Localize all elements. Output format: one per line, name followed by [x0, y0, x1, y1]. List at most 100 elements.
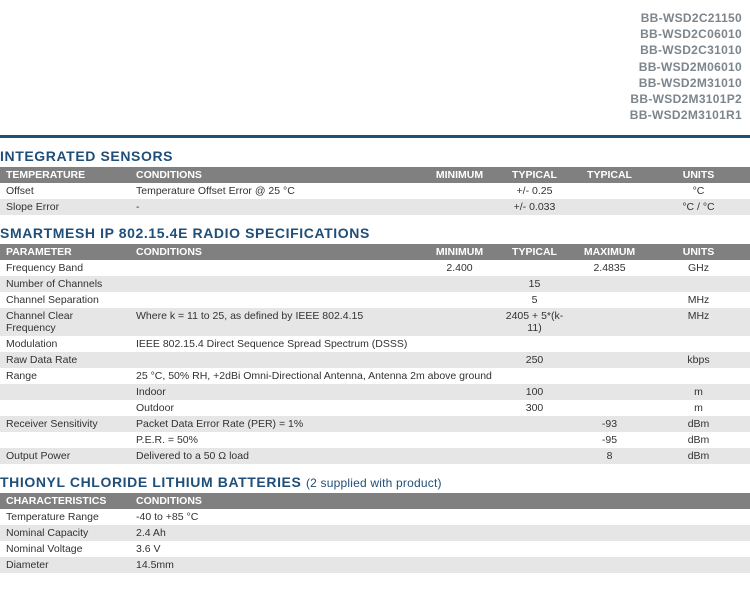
- cell-max: -93: [572, 416, 647, 432]
- cell-max: [572, 400, 647, 416]
- table-row: Number of Channels 15: [0, 276, 750, 292]
- part-number-list: BB-WSD2C21150 BB-WSD2C06010 BB-WSD2C3101…: [0, 0, 750, 135]
- cell-conditions: -40 to +85 °C: [130, 509, 750, 525]
- col-header-parameter: PARAMETER: [0, 244, 130, 260]
- table-row: Channel Separation 5 MHz: [0, 292, 750, 308]
- cell-typ: [497, 260, 572, 276]
- table-row: Slope Error - +/- 0.033 °C / °C: [0, 199, 750, 215]
- part-number: BB-WSD2C06010: [0, 26, 742, 42]
- table-row: Diameter 14.5mm: [0, 557, 750, 573]
- cell-conditions: Delivered to a 50 Ω load: [130, 448, 422, 464]
- table-row: Offset Temperature Offset Error @ 25 °C …: [0, 183, 750, 199]
- cell-max: [572, 308, 647, 336]
- cell-parameter: Modulation: [0, 336, 130, 352]
- cell-parameter: Temperature Range: [0, 509, 130, 525]
- cell-min: [422, 276, 497, 292]
- col-header-typical: TYPICAL: [497, 167, 572, 183]
- cell-max: -95: [572, 432, 647, 448]
- cell-typ: 15: [497, 276, 572, 292]
- cell-parameter: Number of Channels: [0, 276, 130, 292]
- cell-conditions: [130, 260, 422, 276]
- cell-conditions: [130, 276, 422, 292]
- table-row: Frequency Band 2.400 2.4835 GHz: [0, 260, 750, 276]
- cell-parameter: Channel Clear Frequency: [0, 308, 130, 336]
- cell-units: °C / °C: [647, 199, 750, 215]
- cell-max: [572, 336, 647, 352]
- cell-min: [422, 336, 497, 352]
- table-row: Range 25 °C, 50% RH, +2dBi Omni-Directio…: [0, 368, 750, 384]
- part-number: BB-WSD2M31010: [0, 75, 742, 91]
- cell-typ: [497, 416, 572, 432]
- section-title-text: THIONYL CHLORIDE LITHIUM BATTERIES: [0, 474, 301, 490]
- table-row: Modulation IEEE 802.15.4 Direct Sequence…: [0, 336, 750, 352]
- integrated-sensors-table: TEMPERATURE CONDITIONS MINIMUM TYPICAL T…: [0, 167, 750, 215]
- cell-typ: +/- 0.033: [497, 199, 572, 215]
- cell-parameter: Nominal Capacity: [0, 525, 130, 541]
- cell-parameter: [0, 384, 130, 400]
- col-header-parameter: TEMPERATURE: [0, 167, 130, 183]
- col-header-conditions: CONDITIONS: [130, 167, 422, 183]
- cell-conditions: [130, 292, 422, 308]
- cell-max: [572, 183, 647, 199]
- cell-conditions: 25 °C, 50% RH, +2dBi Omni-Directional An…: [130, 368, 750, 384]
- section-title-radio: SMARTMESH IP 802.15.4E RADIO SPECIFICATI…: [0, 215, 750, 244]
- col-header-minimum: MINIMUM: [422, 244, 497, 260]
- cell-units: dBm: [647, 432, 750, 448]
- cell-parameter: Frequency Band: [0, 260, 130, 276]
- table-row: Temperature Range -40 to +85 °C: [0, 509, 750, 525]
- cell-typ: [497, 432, 572, 448]
- col-header-typical2: TYPICAL: [572, 167, 647, 183]
- table-row: Receiver Sensitivity Packet Data Error R…: [0, 416, 750, 432]
- cell-parameter: Output Power: [0, 448, 130, 464]
- cell-typ: [497, 336, 572, 352]
- cell-min: [422, 400, 497, 416]
- cell-parameter: [0, 432, 130, 448]
- cell-conditions: Indoor: [130, 384, 422, 400]
- cell-conditions: Temperature Offset Error @ 25 °C: [130, 183, 422, 199]
- cell-units: dBm: [647, 448, 750, 464]
- cell-conditions: Outdoor: [130, 400, 422, 416]
- cell-max: 8: [572, 448, 647, 464]
- table-row: Nominal Voltage 3.6 V: [0, 541, 750, 557]
- col-header-units: UNITS: [647, 167, 750, 183]
- part-number: BB-WSD2M06010: [0, 59, 742, 75]
- cell-units: [647, 336, 750, 352]
- table-row: Output Power Delivered to a 50 Ω load 8 …: [0, 448, 750, 464]
- cell-max: [572, 352, 647, 368]
- cell-units: MHz: [647, 308, 750, 336]
- cell-units: [647, 276, 750, 292]
- cell-units: dBm: [647, 416, 750, 432]
- cell-min: [422, 432, 497, 448]
- cell-parameter: Diameter: [0, 557, 130, 573]
- cell-parameter: Range: [0, 368, 130, 384]
- cell-parameter: Channel Separation: [0, 292, 130, 308]
- cell-typ: 5: [497, 292, 572, 308]
- cell-min: [422, 416, 497, 432]
- col-header-maximum: MAXIMUM: [572, 244, 647, 260]
- cell-conditions: 14.5mm: [130, 557, 750, 573]
- cell-conditions: -: [130, 199, 422, 215]
- cell-conditions: Packet Data Error Rate (PER) = 1%: [130, 416, 422, 432]
- cell-min: [422, 384, 497, 400]
- cell-min: [422, 199, 497, 215]
- col-header-typical: TYPICAL: [497, 244, 572, 260]
- cell-typ: 2405 + 5*(k-11): [497, 308, 572, 336]
- cell-parameter: Raw Data Rate: [0, 352, 130, 368]
- cell-units: m: [647, 400, 750, 416]
- section-subtitle: (2 supplied with product): [306, 476, 442, 490]
- cell-max: [572, 276, 647, 292]
- cell-conditions: [130, 352, 422, 368]
- part-number: BB-WSD2M3101R1: [0, 107, 742, 123]
- cell-units: °C: [647, 183, 750, 199]
- cell-conditions: 3.6 V: [130, 541, 750, 557]
- cell-parameter: Nominal Voltage: [0, 541, 130, 557]
- cell-typ: 300: [497, 400, 572, 416]
- col-header-characteristics: CHARACTERISTICS: [0, 493, 130, 509]
- table-row: Channel Clear Frequency Where k = 11 to …: [0, 308, 750, 336]
- cell-typ: 250: [497, 352, 572, 368]
- table-row: Indoor 100 m: [0, 384, 750, 400]
- cell-min: [422, 183, 497, 199]
- table-row: P.E.R. = 50% -95 dBm: [0, 432, 750, 448]
- cell-units: m: [647, 384, 750, 400]
- cell-min: [422, 308, 497, 336]
